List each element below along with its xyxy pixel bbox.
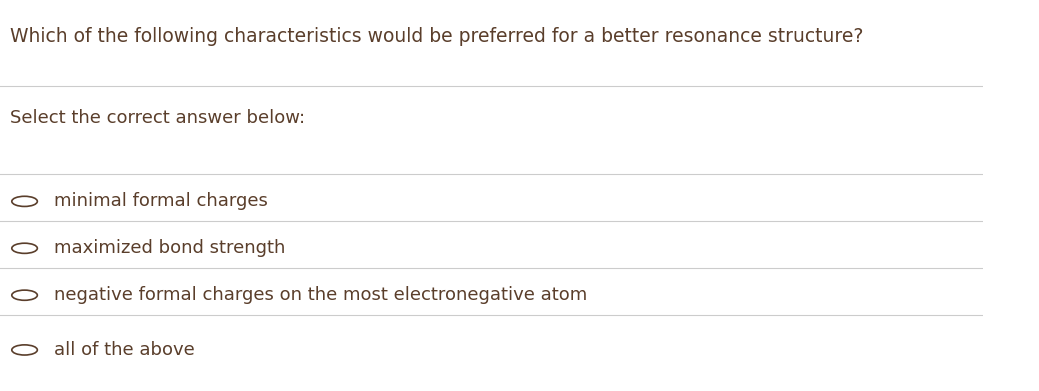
Text: Select the correct answer below:: Select the correct answer below: xyxy=(9,109,305,127)
Text: maximized bond strength: maximized bond strength xyxy=(54,239,286,257)
Text: negative formal charges on the most electronegative atom: negative formal charges on the most elec… xyxy=(54,286,587,304)
Text: all of the above: all of the above xyxy=(54,341,194,359)
Text: Which of the following characteristics would be preferred for a better resonance: Which of the following characteristics w… xyxy=(9,27,863,47)
Text: minimal formal charges: minimal formal charges xyxy=(54,192,268,210)
